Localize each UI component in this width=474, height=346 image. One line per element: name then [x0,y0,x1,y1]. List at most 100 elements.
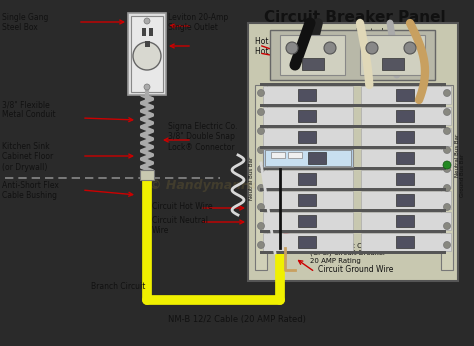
Bar [280,35,345,75]
Bar [263,233,353,251]
Circle shape [286,42,298,54]
Bar [271,152,285,158]
Circle shape [444,165,450,173]
Text: Single Gang
Steel Box: Single Gang Steel Box [2,13,48,33]
Bar [298,110,316,122]
Text: Ground: Ground [408,35,436,44]
Bar [260,251,446,254]
Circle shape [257,165,264,173]
Circle shape [144,84,150,90]
Bar [142,28,146,36]
Bar [270,30,435,80]
Bar [145,41,150,47]
Text: Ground Fault Circuit Interrupt
(GFCI) Circuit Breaker
20 AMP Rating: Ground Fault Circuit Interrupt (GFCI) Ci… [310,243,413,264]
Bar [361,170,451,188]
Bar [263,128,353,146]
Bar [396,131,414,143]
Bar [260,209,446,212]
Text: NM-B 12/2 Cable (20 AMP Rated): NM-B 12/2 Cable (20 AMP Rated) [168,315,306,324]
Bar [382,58,404,70]
Bar [361,191,451,209]
Bar [149,28,153,36]
Bar [298,131,316,143]
Bar [396,215,414,227]
Text: Circuit Hot Wire: Circuit Hot Wire [152,202,213,211]
Bar [396,173,414,185]
Bar [361,128,451,146]
Circle shape [366,42,378,54]
Bar [263,170,353,188]
Circle shape [444,109,450,116]
Circle shape [133,42,161,70]
Bar [255,85,267,270]
Text: Pigtail: Pigtail [275,182,299,191]
Bar [140,170,154,180]
Text: Hot Phase A: Hot Phase A [255,37,301,46]
Bar [260,167,446,170]
Bar [263,149,353,167]
Text: Neutral Bus Bar: Neutral Bus Bar [456,133,461,176]
Bar [361,212,451,230]
Circle shape [444,222,450,229]
Text: Branch Circuit: Branch Circuit [91,282,145,291]
Bar [361,233,451,251]
Bar [298,152,316,164]
Bar [263,149,353,167]
Bar [441,85,453,270]
Text: Circuit Breaker Panel: Circuit Breaker Panel [264,10,446,25]
Bar [298,215,316,227]
Circle shape [257,109,264,116]
Text: Circuit Ground Wire: Circuit Ground Wire [318,265,393,274]
Text: Circuit Neutral
Wire: Circuit Neutral Wire [152,216,208,235]
Circle shape [257,203,264,210]
Bar [260,125,446,128]
Circle shape [257,242,264,248]
Text: Neutral: Neutral [355,28,383,37]
Text: 3/8" Flexible
Metal Conduit: 3/8" Flexible Metal Conduit [2,100,55,119]
Bar [298,173,316,185]
Bar [361,107,451,125]
Text: Anti-Short Flex
Cable Bushing: Anti-Short Flex Cable Bushing [2,181,59,200]
Circle shape [257,222,264,229]
Bar [361,86,451,104]
Bar [396,89,414,101]
Bar [298,236,316,248]
Bar [396,152,414,164]
Text: Sigma Electric Co.
3/8" Double Snap
Lock® Connector: Sigma Electric Co. 3/8" Double Snap Lock… [168,122,237,152]
Circle shape [444,184,450,191]
Bar [260,188,446,191]
Bar [396,236,414,248]
Bar [260,83,446,86]
Bar [302,58,324,70]
Text: Hot Phase B: Hot Phase B [255,47,301,56]
Circle shape [144,18,150,24]
Circle shape [444,146,450,154]
Bar [128,13,166,95]
Bar [298,194,316,206]
Bar [260,104,446,107]
Bar [260,230,446,233]
Text: Kitchen Sink
Cabinet Floor
(or Drywall): Kitchen Sink Cabinet Floor (or Drywall) [2,142,53,172]
Text: Leviton 20-Amp
Single Outlet: Leviton 20-Amp Single Outlet [168,13,228,33]
Bar [288,152,302,158]
Circle shape [444,203,450,210]
Circle shape [324,42,336,54]
Bar [308,152,326,164]
Bar [396,110,414,122]
Text: © HandymanHow-To.com: © HandymanHow-To.com [149,179,325,191]
Bar [263,107,353,125]
Circle shape [404,42,416,54]
Bar [360,35,425,75]
Bar [265,150,351,166]
Circle shape [257,184,264,191]
Circle shape [444,127,450,135]
Bar [131,16,163,92]
Text: Ground Bus Bar: Ground Bus Bar [461,153,465,197]
Text: Neutral Bus Bar: Neutral Bus Bar [249,156,255,200]
Bar [248,23,458,281]
Bar [263,212,353,230]
Circle shape [257,146,264,154]
Bar [263,191,353,209]
Circle shape [444,90,450,97]
Bar [396,194,414,206]
